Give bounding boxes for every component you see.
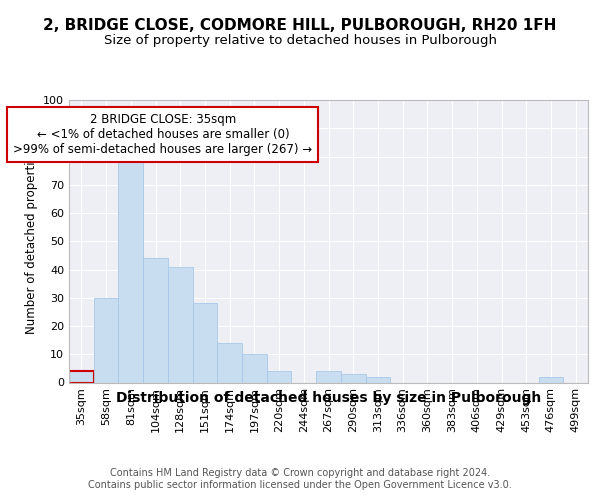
Bar [539, 377, 563, 382]
Bar [168, 266, 193, 382]
Bar [316, 371, 341, 382]
Text: Size of property relative to detached houses in Pulborough: Size of property relative to detached ho… [104, 34, 497, 47]
Bar [217, 343, 242, 382]
Bar [193, 304, 217, 382]
Bar [365, 377, 390, 382]
Bar [341, 374, 365, 382]
Text: Contains HM Land Registry data © Crown copyright and database right 2024.
Contai: Contains HM Land Registry data © Crown c… [88, 468, 512, 490]
Bar [267, 371, 292, 382]
Text: 2 BRIDGE CLOSE: 35sqm
← <1% of detached houses are smaller (0)
>99% of semi-deta: 2 BRIDGE CLOSE: 35sqm ← <1% of detached … [13, 112, 313, 156]
Bar [94, 298, 118, 382]
Bar [242, 354, 267, 382]
Text: 2, BRIDGE CLOSE, CODMORE HILL, PULBOROUGH, RH20 1FH: 2, BRIDGE CLOSE, CODMORE HILL, PULBOROUG… [43, 18, 557, 32]
Bar [143, 258, 168, 382]
Text: Distribution of detached houses by size in Pulborough: Distribution of detached houses by size … [116, 391, 541, 405]
Y-axis label: Number of detached properties: Number of detached properties [25, 148, 38, 334]
Bar [69, 371, 94, 382]
Bar [118, 160, 143, 382]
